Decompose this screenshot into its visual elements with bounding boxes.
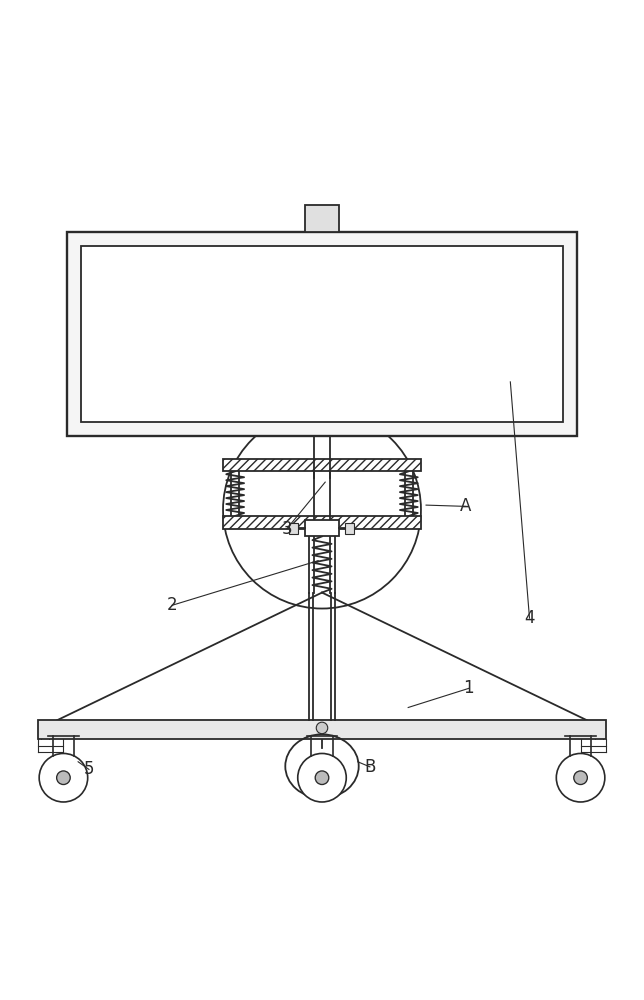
Circle shape — [57, 771, 70, 785]
Bar — [289, 523, 298, 534]
Bar — [305, 520, 339, 536]
Bar — [38, 720, 606, 739]
Text: A: A — [460, 497, 471, 515]
Circle shape — [316, 722, 328, 734]
Bar — [66, 232, 578, 436]
Circle shape — [223, 411, 421, 609]
Circle shape — [315, 771, 329, 785]
Circle shape — [39, 753, 88, 802]
Text: B: B — [365, 758, 375, 776]
Bar — [80, 246, 564, 422]
Bar — [223, 459, 421, 471]
Text: 1: 1 — [464, 679, 474, 697]
Text: 5: 5 — [84, 760, 94, 778]
Text: 2: 2 — [167, 596, 177, 614]
Text: 4: 4 — [524, 609, 535, 627]
Circle shape — [556, 753, 605, 802]
Bar — [345, 523, 354, 534]
Bar — [223, 516, 421, 529]
Text: 3: 3 — [281, 520, 292, 538]
Circle shape — [298, 753, 346, 802]
Bar — [305, 205, 339, 232]
Circle shape — [574, 771, 587, 785]
